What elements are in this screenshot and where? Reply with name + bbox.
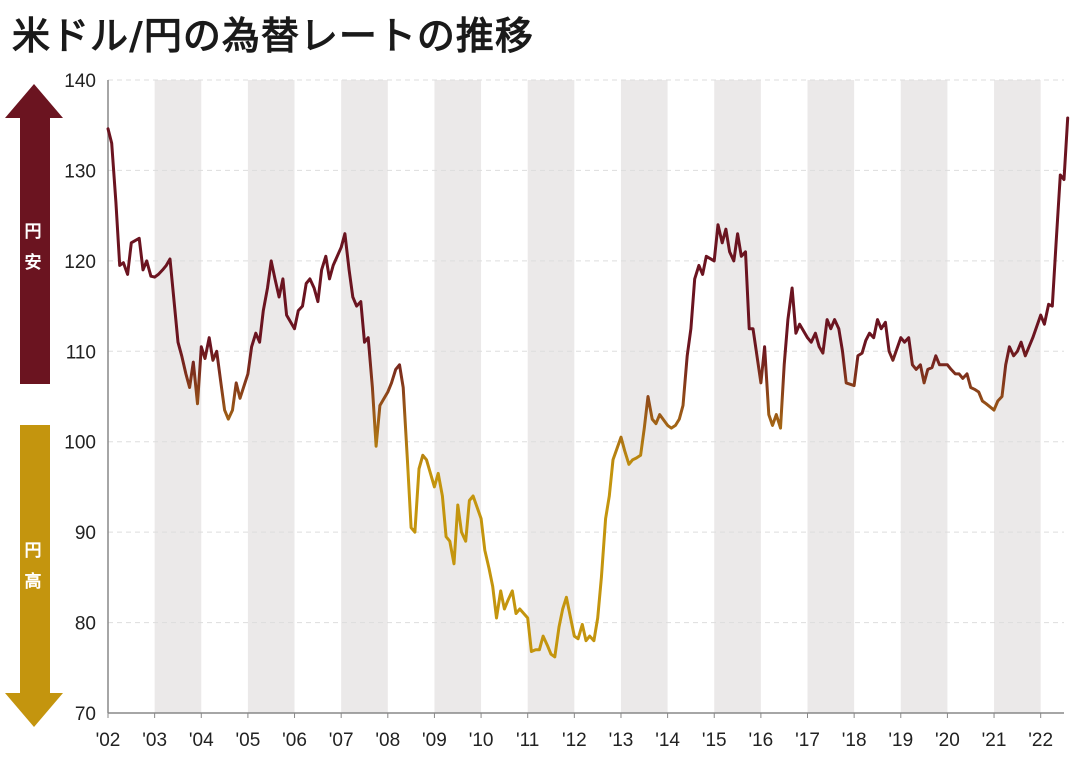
x-tick-label: '10: [469, 730, 494, 751]
year-band: [900, 80, 948, 713]
x-axis: '02 '03 '04 '05 '06 '07 '08 '09 '10 '11 '12 '13 '14 '…: [96, 713, 1053, 751]
y-tick-label: 130: [64, 161, 96, 182]
y-tick-label: 80: [75, 614, 96, 635]
x-tick-label: '15: [702, 730, 727, 751]
y-tick-label: 70: [75, 704, 96, 725]
yen-weak-arrow: 円 安: [5, 84, 63, 384]
x-tick-label: '18: [842, 730, 867, 751]
yen-strong-label-2: 高: [25, 571, 42, 592]
y-axis: 70 80 90 100 110 120 130 140: [64, 71, 96, 725]
x-tick-label: '22: [1028, 730, 1053, 751]
x-tick-label: '04: [189, 730, 214, 751]
x-tick-label: '07: [329, 730, 354, 751]
x-tick-label: '02: [96, 730, 121, 751]
year-band: [714, 80, 761, 713]
y-tick-label: 140: [64, 71, 96, 92]
year-band: [527, 80, 575, 713]
x-tick-label: '20: [935, 730, 960, 751]
x-tick-label: '21: [982, 730, 1007, 751]
year-band: [620, 80, 668, 713]
chart-title: 米ドル/円の為替レートの推移: [12, 14, 534, 58]
x-tick-label: '03: [142, 730, 167, 751]
year-band: [154, 80, 202, 713]
yen-strong-label-1: 円: [25, 541, 42, 561]
year-band: [434, 80, 482, 713]
yen-weak-label-1: 円: [25, 222, 42, 242]
x-tick-label: '17: [795, 730, 820, 751]
x-tick-label: '09: [422, 730, 447, 751]
x-tick-label: '08: [375, 730, 400, 751]
year-band: [247, 80, 295, 713]
yen-weak-label-2: 安: [25, 252, 42, 273]
x-tick-label: '19: [888, 730, 913, 751]
y-tick-label: 90: [75, 523, 96, 544]
y-tick-label: 100: [64, 433, 96, 454]
year-band: [341, 80, 388, 713]
y-tick-label: 120: [64, 252, 96, 273]
x-tick-label: '16: [748, 730, 773, 751]
x-tick-label: '12: [562, 730, 587, 751]
y-tick-label: 110: [66, 342, 96, 363]
x-tick-label: '06: [282, 730, 307, 751]
x-tick-label: '05: [236, 730, 261, 751]
x-tick-label: '14: [655, 730, 680, 751]
x-tick-label: '11: [516, 730, 539, 751]
year-bands: [154, 80, 1041, 713]
yen-strong-arrow: 円 高: [5, 425, 63, 727]
gridlines: [108, 79, 1064, 624]
year-band: [807, 80, 855, 713]
x-tick-label: '13: [609, 730, 634, 751]
series-line-usd-jpy: [106, 116, 1070, 659]
